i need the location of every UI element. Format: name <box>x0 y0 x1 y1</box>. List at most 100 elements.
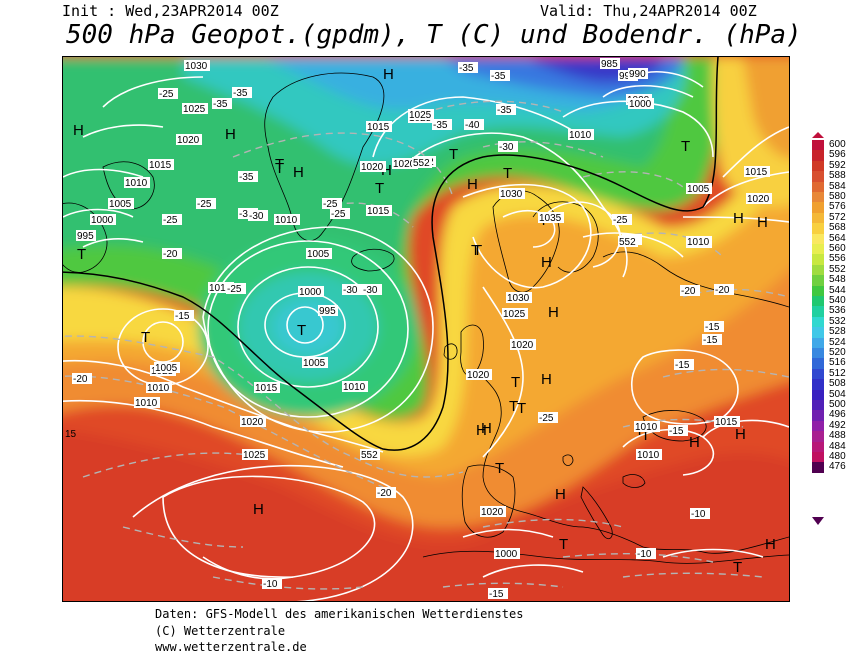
isotherm-label: -10 <box>637 549 652 560</box>
low-pressure-marker: T <box>517 400 526 417</box>
low-pressure-marker: T <box>509 398 518 415</box>
scale-swatch <box>812 389 824 400</box>
isobar-label: 1020 <box>511 340 534 351</box>
isobar-label: 1015 <box>715 417 738 428</box>
isobar-label-box <box>466 369 492 380</box>
isotherm-label-box <box>248 210 268 221</box>
isobar-label: 985 <box>601 59 618 70</box>
isobar-label-box <box>392 158 418 169</box>
scale-label: 592 <box>829 159 846 171</box>
scale-label: 568 <box>829 222 846 234</box>
isotherm-label: -35 <box>239 172 254 183</box>
isotherm-label: -25 <box>613 215 628 226</box>
scale-swatch <box>812 264 824 276</box>
footer-source: Daten: GFS-Modell des amerikanischen Wet… <box>155 607 524 621</box>
scale-label: 540 <box>829 295 846 306</box>
isobar-label-box <box>628 98 654 109</box>
isobar-label-box <box>146 382 172 393</box>
scale-swatch <box>812 420 824 432</box>
isotherm-label: -20 <box>163 249 178 260</box>
scale-label: 544 <box>829 284 846 296</box>
isotherm-label-box <box>226 283 246 294</box>
map-title: 500 hPa Geopot.(gpdm), T (C) und Bodendr… <box>66 20 802 50</box>
footer-copyright: (C) Wetterzentrale <box>155 624 286 638</box>
scale-swatch <box>812 327 824 338</box>
isobar-label: 1010 <box>635 422 658 433</box>
isotherm-label-box <box>158 88 178 99</box>
isobar-label-box <box>274 214 300 225</box>
scale-swatch <box>812 181 824 192</box>
isobar-label-box <box>134 397 160 408</box>
isobar-label: 1020 <box>481 507 504 518</box>
isotherm-label: -15 <box>675 360 690 371</box>
high-pressure-marker: H <box>541 371 552 388</box>
high-pressure-marker: H <box>225 126 236 143</box>
isobar-label: 1005 <box>303 358 326 369</box>
isobar-label: 1000 <box>629 99 652 110</box>
scale-swatch <box>812 316 824 328</box>
scale-label: 516 <box>829 357 846 369</box>
scale-swatch <box>812 452 824 463</box>
scale-label: 476 <box>829 461 846 473</box>
isotherm-label-box <box>196 198 216 209</box>
isobar-label-box <box>240 416 266 427</box>
scale-label: 552 <box>829 263 846 275</box>
geopotential-552-line <box>63 57 719 451</box>
coastlines <box>63 72 789 564</box>
isobar-label-box <box>302 357 328 368</box>
isobar-label-box <box>600 58 620 69</box>
scale-swatch <box>812 462 824 473</box>
isotherm-label-box <box>538 412 558 423</box>
scale-label: 532 <box>829 315 846 327</box>
scale-swatch <box>812 296 824 307</box>
low-pressure-marker: T <box>495 460 504 477</box>
scale-swatch <box>812 410 824 421</box>
isotherm-label-box <box>488 588 508 599</box>
scale-label: 528 <box>829 326 846 338</box>
isobar-label-box <box>366 121 392 132</box>
isobar-label: 1015 <box>367 122 390 133</box>
scale-label: 564 <box>829 232 846 244</box>
isobar-label: 1010 <box>637 450 660 461</box>
init-time: Init : Wed,23APR2014 00Z <box>62 2 279 20</box>
isobar-label: 1030 <box>507 293 530 304</box>
high-pressure-marker: H <box>73 122 84 139</box>
isobar-label: 1020 <box>467 370 490 381</box>
scale-swatch <box>812 358 824 369</box>
isobar-label-box <box>506 292 532 303</box>
isotherm-label: -20 <box>377 488 392 499</box>
isotherm-label: -20 <box>73 374 88 385</box>
isotherm-label-box <box>72 373 92 384</box>
isotherm-label-box <box>690 508 710 519</box>
high-pressure-marker: H <box>476 422 487 439</box>
isotherm-label: -35 <box>213 99 228 110</box>
isobar-label-box <box>538 212 564 223</box>
high-pressure-marker: H <box>383 66 394 83</box>
isotherm-label-box <box>674 359 694 370</box>
isobar-label-box <box>90 214 116 225</box>
isotherm-label-box <box>330 208 350 219</box>
isobar-label-box <box>746 193 772 204</box>
isobar-label-box <box>510 339 536 350</box>
high-pressure-marker: H <box>757 214 768 231</box>
isobar-label: 1020 <box>747 194 770 205</box>
isobar-label: 1010 <box>343 382 366 393</box>
scale-label: 588 <box>829 170 846 182</box>
isotherm-label-box <box>490 70 510 81</box>
footer-website[interactable]: www.wetterzentrale.de <box>155 640 307 654</box>
isotherm-label-box <box>704 321 724 332</box>
isobar-label-box <box>208 282 234 293</box>
low-pressure-marker: T <box>681 138 690 155</box>
isobar-label: 1015 <box>745 167 768 178</box>
high-pressure-marker: H <box>253 501 264 518</box>
low-pressure-marker: T <box>275 156 284 173</box>
scale-label: 572 <box>829 211 846 223</box>
high-pressure-marker: H <box>481 420 492 437</box>
isobar-label: 1000 <box>91 215 114 226</box>
isobar-label: 1000 <box>495 549 518 560</box>
high-pressure-marker: H <box>541 254 552 271</box>
isotherm-label: -35 <box>433 120 448 131</box>
isotherm-label: -30 <box>249 211 264 222</box>
